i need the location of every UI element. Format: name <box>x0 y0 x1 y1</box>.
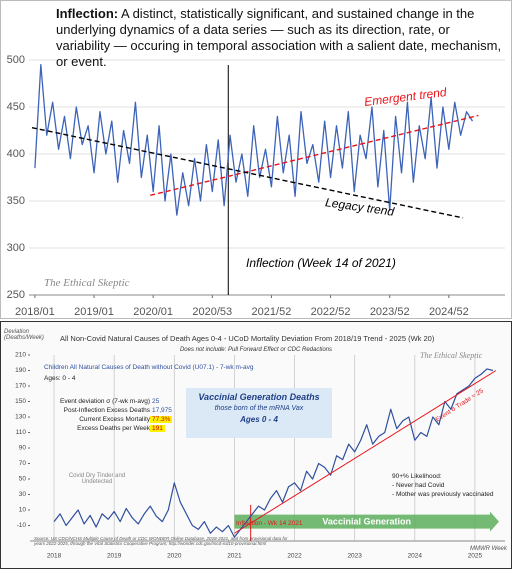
stat-row: Post-Inflection Excess Deaths 17,975 <box>38 406 174 415</box>
stats: Event deviation σ (7-wk m-avg) 25 Post-Inf… <box>38 397 174 433</box>
y-tick-label: 400 <box>7 148 25 160</box>
x-tick-label: 2020/01 <box>133 306 173 318</box>
trend-line <box>31 126 464 219</box>
y-axis-label: Deviation (Deaths/Week) <box>4 329 44 341</box>
x-tick-label: 2021/52 <box>252 306 292 318</box>
x-tick-label: 2022 <box>287 553 302 560</box>
arrow-label: Vaccinial Generation <box>322 517 411 527</box>
source: Source: US CDC/NCHS Multiple Cause of De… <box>34 536 288 546</box>
stat-label: Event deviation σ (7-wk m-avg) <box>60 398 150 405</box>
y-tick-label: 50 <box>19 476 27 483</box>
x-tick-label: 2020/53 <box>192 306 232 318</box>
subgroup: Ages: 0 - 4 <box>44 375 76 382</box>
y-tick-label: 250 <box>7 289 25 301</box>
trend-line <box>234 370 497 534</box>
data-line <box>53 368 494 538</box>
stat-value: 17,975 <box>152 407 172 414</box>
note: - Never had Covid <box>392 482 445 489</box>
chart-title: All Non-Covid Natural Causes of Death Ag… <box>60 334 435 343</box>
x-tick-label: 2024/52 <box>429 306 469 318</box>
marker-label: Inflection - Wk 14 2021 <box>236 520 303 527</box>
y-tick-label: 10 <box>19 507 27 514</box>
chart-title: Inflection: A distinct, statistically si… <box>56 6 504 70</box>
top-frame <box>0 0 512 319</box>
y-tick-label: 30 <box>19 491 27 498</box>
x-tick-label: 2018 <box>47 553 62 560</box>
title-lead: Inflection: <box>56 6 119 21</box>
stat-value: 77.3% <box>150 416 173 423</box>
title-text: A distinct, statistically significant, a… <box>56 6 502 69</box>
x-tick-label: 2021 <box>227 553 242 560</box>
x-tick-label: 2023 <box>347 553 362 560</box>
x-tick-label: 2020 <box>167 553 182 560</box>
note: - Mother was previously vaccinated <box>392 491 494 498</box>
stat-row: Excess Deaths per Week 191 <box>38 424 174 433</box>
stat-row: Event deviation σ (7-wk m-avg) 25 <box>38 397 174 406</box>
y-tick-label: 500 <box>7 54 25 66</box>
note: 90+% Likelihood: <box>392 473 442 480</box>
y-tick-label: 190 <box>15 367 26 374</box>
y-tick-label: 170 <box>15 383 26 390</box>
y-tick-label: 300 <box>7 242 25 254</box>
stat-value: 25 <box>152 398 160 405</box>
callout: Vaccinial Generation Deaths those born o… <box>186 388 332 438</box>
y-tick-label: 90 <box>19 445 27 452</box>
annotation: Covid Dry Tinder and Undetected <box>68 473 126 485</box>
notes: 90+% Likelihood: - Never had Covid - Mot… <box>392 472 494 499</box>
x-axis-label: MMWR Week <box>470 546 507 552</box>
stat-row: Current Excess Mortality 77.3% <box>38 415 174 424</box>
arrow <box>234 511 499 532</box>
trend-line <box>150 114 479 197</box>
x-tick-label: 2022/52 <box>311 306 351 318</box>
callout-line: Ages 0 - 4 <box>240 415 278 424</box>
y-tick-label: 450 <box>7 101 25 113</box>
callout-line: those born of the mRNA Vax <box>214 405 304 412</box>
stat-label: Current Excess Mortality <box>79 416 150 423</box>
x-tick-label: 2023/52 <box>370 306 410 318</box>
x-tick-label: 2019 <box>107 553 122 560</box>
watermark: The Ethical Skeptic <box>420 351 483 360</box>
marker-label: Inflection (Week 14 of 2021) <box>246 256 396 270</box>
stat-label: Excess Deaths per Week <box>77 425 150 432</box>
x-tick-label: 2018/01 <box>15 306 55 318</box>
callout-line: Vaccinial Generation Deaths <box>198 392 320 402</box>
watermark: The Ethical Skeptic <box>44 277 130 289</box>
x-tick-label: 2019/01 <box>74 306 114 318</box>
y-tick-label: 110 <box>16 429 27 436</box>
y-tick-label: 210 <box>15 352 26 359</box>
y-tick-label: 150 <box>15 398 26 405</box>
y-tick-label: -10 <box>17 522 27 529</box>
y-tick-label: 130 <box>15 414 26 421</box>
data-line <box>34 64 474 216</box>
stat-value: 191 <box>150 425 165 432</box>
stat-label: Post-Inflection Excess Deaths <box>63 407 150 414</box>
y-tick-label: 350 <box>7 195 25 207</box>
chart-subtitle: Does not include: Pull Forward Effect or… <box>179 347 333 353</box>
y-tick-label: 70 <box>19 460 27 467</box>
legend-entry: Children All Natural Causes of Death wit… <box>44 364 254 371</box>
x-tick-label: 2024 <box>408 553 423 560</box>
x-tick-label: 2025 <box>468 553 483 560</box>
